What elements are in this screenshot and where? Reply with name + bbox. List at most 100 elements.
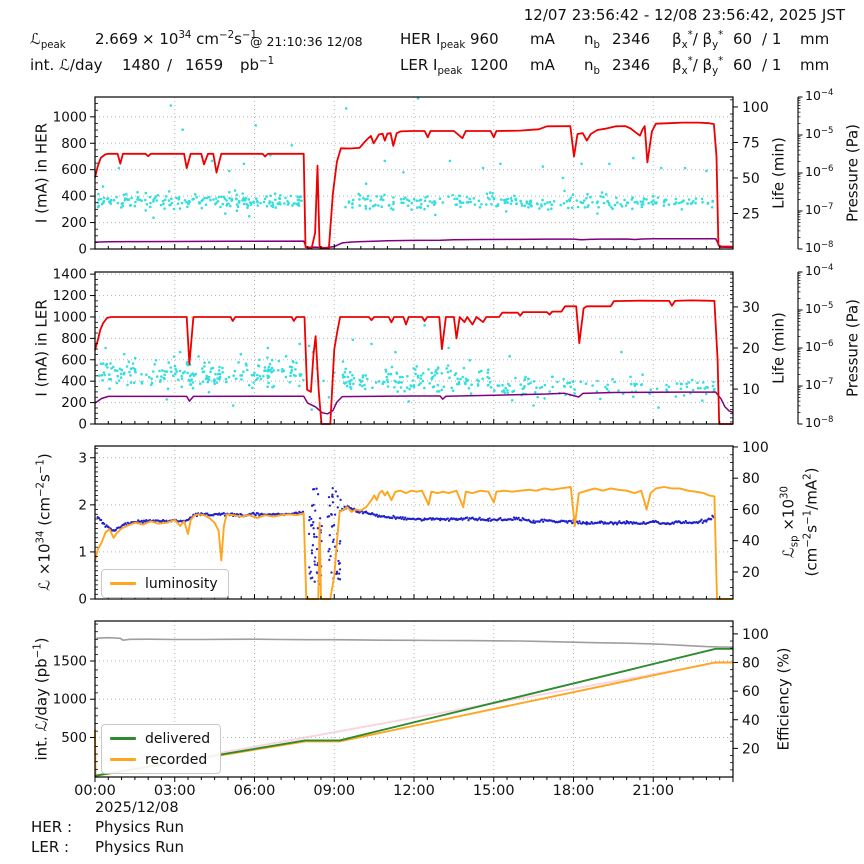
integrated-lum-recorded: 1480 [122, 56, 161, 74]
x-tick-label: 18:00 [553, 783, 595, 799]
y-tick-label: 1 [78, 544, 87, 560]
pressure-tick-label: 10−4 [805, 263, 834, 279]
right-tick-label: 80 [742, 471, 760, 487]
pressure-tick-label: 10−8 [805, 240, 834, 256]
y-tick-label: 500 [61, 730, 87, 746]
right-tick-label: 20 [742, 341, 760, 357]
y-tick-label: 1000 [53, 109, 87, 125]
pressure-tick-label: 10−6 [805, 164, 834, 180]
integrated-lum-delivered: 1659 [185, 56, 224, 74]
pressure-tick-label: 10−7 [805, 377, 834, 393]
luminosity-swatch [110, 582, 136, 585]
pressure-tick-label: 10−5 [805, 301, 834, 317]
y-tick-label: 800 [61, 136, 87, 152]
ler-beta-label: βx*/ βy* [672, 56, 724, 77]
peak-luminosity-value: 2.669 [95, 30, 138, 48]
y-tick-label: 2 [78, 497, 87, 513]
y-tick-label: 3 [78, 450, 87, 466]
ler-ipeak-value: 1200 [470, 56, 509, 74]
her-status-label: HER : [31, 818, 73, 836]
x-tick-label: 09:00 [313, 783, 355, 799]
right-tick-label: 20 [742, 741, 760, 757]
peak-luminosity-time: @ 21:10:36 12/08 [250, 34, 363, 49]
ler-beta-sep: / 1 [762, 56, 782, 74]
right-tick-label: 80 [742, 656, 760, 672]
x-tick-label: 06:00 [234, 783, 276, 799]
ler-status-label: LER : [31, 838, 70, 856]
intlum-y-axis-label: int. ℒ/day (pb−1) [32, 637, 51, 761]
her-y-axis-label: I (mA) in HER [32, 122, 51, 224]
her-nb-label: nb [584, 30, 600, 51]
right-tick-label: 30 [742, 300, 760, 316]
her-ipeak-value: 960 [470, 30, 499, 48]
y-tick-label: 600 [61, 162, 87, 178]
right-tick-label: 40 [742, 713, 760, 729]
right-tick-label: 10 [742, 382, 760, 398]
her-status-value: Physics Run [95, 818, 185, 836]
y-tick-label: 1500 [53, 653, 87, 669]
ler-beam-panel: 0 200 400 600 800 1000 1200 1400 10 20 30 [53, 267, 803, 433]
pressure-tick-label: 10−5 [805, 126, 834, 142]
series-ler-current [94, 299, 733, 425]
y-tick-label: 1000 [53, 309, 87, 325]
her-nb-value: 2346 [612, 30, 651, 48]
ler-ipeak-label: LER Ipeak [400, 56, 463, 77]
her-pressure-axis-label: Pressure (Pa) [843, 123, 862, 223]
legend-item-luminosity: luminosity [110, 573, 218, 594]
right-tick-label: 100 [742, 627, 769, 643]
her-beta-sep: / 1 [762, 30, 782, 48]
x-tick-label: 00:00 [74, 783, 116, 799]
date-range: 12/07 23:56:42 - 12/08 23:56:42, 2025 JS… [523, 6, 845, 24]
y-tick-label: 400 [61, 189, 87, 205]
specific-lum-axis-label: ℒsp ×1030 (cm−2s−1/mA2) [779, 467, 820, 577]
y-tick-label: 1400 [53, 267, 87, 283]
recorded-swatch [110, 758, 136, 761]
ler-ipeak-unit: mA [530, 56, 555, 74]
x-tick-label: 03:00 [154, 783, 196, 799]
series-delivered [94, 647, 733, 777]
legend-item-delivered: delivered [110, 728, 210, 749]
right-tick-label: 60 [742, 502, 760, 518]
efficiency-axis-label: Efficiency (%) [774, 647, 793, 751]
series-her-pressure-line [94, 237, 734, 249]
pressure-tick-label: 10−4 [805, 88, 834, 104]
right-tick-label: 60 [742, 684, 760, 700]
y-tick-label: 600 [61, 352, 87, 368]
luminosity-legend: luminosity [101, 569, 229, 598]
luminosity-y-axis-label: ℒ ×1034 (cm−2s−1) [35, 453, 54, 591]
y-tick-label: 200 [61, 215, 87, 231]
pressure-tick-label: 10−7 [805, 202, 834, 218]
ler-pressure-axis-label: Pressure (Pa) [843, 298, 862, 398]
her-beta-label: βx*/ βy* [672, 30, 724, 51]
right-tick-label: 20 [742, 565, 760, 581]
ler-y-axis-label: I (mA) in LER [32, 299, 51, 397]
y-tick-label: 0 [78, 592, 87, 608]
integrated-lum-units: pb−1 [240, 56, 275, 74]
integrated-lum-label: int. ℒ/day [30, 56, 103, 74]
her-ipeak-unit: mA [530, 30, 555, 48]
right-tick-label: 40 [742, 534, 760, 550]
x-tick-label: 12:00 [393, 783, 435, 799]
x-tick-label: 15:00 [473, 783, 515, 799]
her-beam-panel: 0 200 400 600 800 1000 25 50 75 100 [53, 96, 803, 258]
legend-label: recorded [145, 751, 208, 768]
legend-label: luminosity [145, 575, 218, 592]
x-axis-date: 2025/12/08 [95, 800, 179, 816]
legend-item-recorded: recorded [110, 749, 210, 770]
ler-nb-value: 2346 [612, 56, 651, 74]
x-tick-label: 21:00 [632, 783, 674, 799]
peak-luminosity-units: × 1034 cm−2s−1 [142, 30, 257, 48]
her-ipeak-label: HER Ipeak [400, 30, 466, 51]
series-luminosity [94, 486, 733, 600]
right-tick-label: 50 [742, 171, 760, 187]
right-tick-label: 100 [742, 100, 769, 116]
ler-life-axis-label: Life (min) [769, 312, 788, 384]
series-ler-pressure-line [94, 391, 734, 415]
integrated-lum-separator: / [167, 56, 173, 74]
intlum-legend: delivered recorded [101, 724, 222, 774]
ler-beta-unit: mm [800, 56, 830, 74]
series-her-lifetime [96, 97, 715, 219]
delivered-swatch [110, 737, 136, 740]
